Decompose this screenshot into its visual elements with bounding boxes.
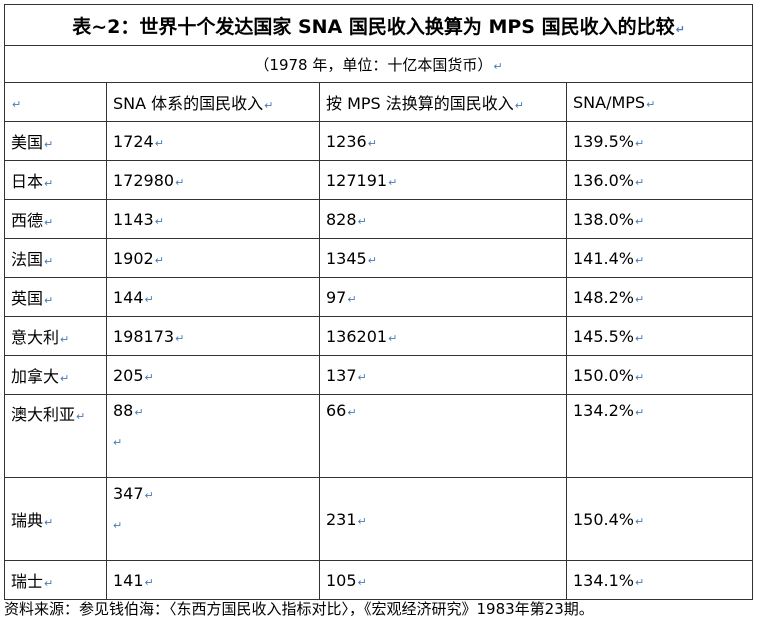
country-cell: 瑞士↵ — [4, 560, 107, 600]
ratio-cell: 134.1%↵ — [565, 560, 754, 600]
table-row: 意大利↵ 198173↵ 136201↵ 145.5%↵ — [4, 316, 754, 356]
sna-cell: 172980↵ — [106, 160, 320, 200]
mps-cell: 137↵ — [319, 355, 567, 395]
country-cell: 瑞典↵ — [4, 477, 107, 561]
header-sna: SNA 体系的国民收入↵ — [106, 82, 320, 122]
ratio-cell: 136.0%↵ — [565, 160, 754, 200]
table-row: 日本↵ 172980↵ 127191↵ 136.0%↵ — [4, 160, 754, 200]
mps-cell: 127191↵ — [319, 160, 567, 200]
ratio-cell: 148.2%↵ — [565, 277, 754, 317]
mps-cell: 136201↵ — [319, 316, 567, 356]
country-cell: 意大利↵ — [4, 316, 107, 356]
mps-cell: 1345↵ — [319, 238, 567, 278]
ratio-cell: 139.5%↵ — [565, 121, 754, 161]
ratio-cell: 150.4%↵ — [565, 477, 754, 561]
mps-cell: 828↵ — [319, 199, 567, 239]
country-cell: 西德↵ — [4, 199, 107, 239]
table-row: 英国↵ 144↵ 97↵ 148.2%↵ — [4, 277, 754, 317]
table-row: 美国↵ 1724↵ 1236↵ 139.5%↵ — [4, 121, 754, 161]
sna-cell: 347↵ ↵ — [106, 477, 320, 561]
table-subtitle-cell: （1978 年，单位：十亿本国货币）↵ — [3, 45, 754, 83]
income-comparison-table: 表~2：世界十个发达国家 SNA 国民收入换算为 MPS 国民收入的比较↵ （1… — [3, 4, 754, 600]
country-cell: 英国↵ — [4, 277, 107, 317]
table-row: 西德↵ 1143↵ 828↵ 138.0%↵ — [4, 199, 754, 239]
country-cell: 美国↵ — [4, 121, 107, 161]
sna-cell: 1143↵ — [106, 199, 320, 239]
header-country: ↵ — [4, 82, 107, 122]
ratio-cell: 134.2%↵ — [565, 394, 754, 478]
header-row: ↵ SNA 体系的国民收入↵ 按 MPS 法换算的国民收入↵ SNA/MPS↵ — [4, 82, 754, 122]
table-row: 瑞士↵ 141↵ 105↵ 134.1%↵ — [4, 560, 754, 600]
table-subtitle: （1978 年，单位：十亿本国货币） — [254, 55, 493, 74]
return-mark: ↵ — [493, 59, 503, 73]
ratio-cell: 138.0%↵ — [565, 199, 754, 239]
table-row: 瑞典↵ 347↵ ↵ 231↵ 150.4%↵ — [4, 477, 754, 561]
sna-cell: 144↵ — [106, 277, 320, 317]
table-title: 表~2：世界十个发达国家 SNA 国民收入换算为 MPS 国民收入的比较 — [72, 15, 675, 38]
country-cell: 加拿大↵ — [4, 355, 107, 395]
source-note: 资料来源：参见钱伯海：〈东西方国民收入指标对比〉，《宏观经济研究》1983年第2… — [4, 600, 594, 618]
mps-cell: 231↵ — [319, 477, 567, 561]
header-mps: 按 MPS 法换算的国民收入↵ — [319, 82, 567, 122]
sna-cell: 1902↵ — [106, 238, 320, 278]
table-row: 澳大利亚↵ 88↵ ↵ 66↵ 134.2%↵ — [4, 394, 754, 478]
table-row: 法国↵ 1902↵ 1345↵ 141.4%↵ — [4, 238, 754, 278]
return-mark: ↵ — [675, 22, 685, 36]
sna-cell: 198173↵ — [106, 316, 320, 356]
ratio-cell: 150.0%↵ — [565, 355, 754, 395]
header-ratio: SNA/MPS↵ — [565, 82, 754, 122]
sna-cell: 88↵ ↵ — [106, 394, 320, 478]
table-title-cell: 表~2：世界十个发达国家 SNA 国民收入换算为 MPS 国民收入的比较↵ — [3, 4, 754, 46]
sna-cell: 141↵ — [106, 560, 320, 600]
ratio-cell: 141.4%↵ — [565, 238, 754, 278]
country-cell: 日本↵ — [4, 160, 107, 200]
country-cell: 法国↵ — [4, 238, 107, 278]
mps-cell: 66↵ — [319, 394, 567, 478]
table-row: 加拿大↵ 205↵ 137↵ 150.0%↵ — [4, 355, 754, 395]
sna-cell: 1724↵ — [106, 121, 320, 161]
ratio-cell: 145.5%↵ — [565, 316, 754, 356]
mps-cell: 1236↵ — [319, 121, 567, 161]
sna-cell: 205↵ — [106, 355, 320, 395]
mps-cell: 105↵ — [319, 560, 567, 600]
mps-cell: 97↵ — [319, 277, 567, 317]
country-cell: 澳大利亚↵ — [4, 394, 107, 478]
